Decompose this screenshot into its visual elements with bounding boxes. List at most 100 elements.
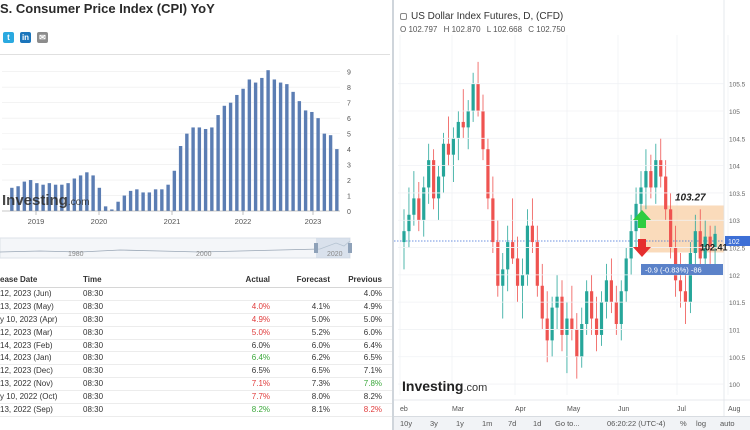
- cpi-bar[interactable]: [222, 105, 227, 211]
- candle[interactable]: [515, 236, 520, 303]
- candle[interactable]: [590, 274, 594, 335]
- candlestick-chart[interactable]: 105.5105104.5104103.5103102.5102101.5101…: [394, 0, 750, 430]
- cpi-bar[interactable]: [210, 127, 214, 211]
- cpi-bar[interactable]: [60, 184, 64, 211]
- cpi-bar[interactable]: [66, 183, 70, 211]
- range-3y-button[interactable]: 3y: [430, 419, 438, 428]
- cpi-bar[interactable]: [272, 79, 277, 211]
- cpi-bar[interactable]: [216, 115, 220, 211]
- table-row[interactable]: y 10, 2022 (Oct) 08:30 7.7% 8.0% 8.2%: [0, 391, 392, 405]
- candle[interactable]: [688, 242, 692, 314]
- candle[interactable]: [708, 225, 712, 264]
- candle[interactable]: [614, 285, 618, 335]
- goto-button[interactable]: Go to...: [555, 419, 580, 428]
- chart-navigator[interactable]: 1980 2000 2020: [0, 237, 392, 259]
- log-toggle[interactable]: log: [696, 419, 707, 428]
- table-row[interactable]: 13, 2023 (May) 08:30 4.0% 4.1% 4.9%: [0, 301, 392, 314]
- candle[interactable]: [604, 263, 609, 319]
- cpi-bar[interactable]: [278, 82, 283, 211]
- candle[interactable]: [540, 263, 544, 330]
- cpi-bar[interactable]: [91, 175, 95, 211]
- candle[interactable]: [476, 61, 480, 117]
- cpi-bar[interactable]: [10, 187, 14, 211]
- candle[interactable]: [550, 296, 554, 357]
- panel-divider[interactable]: [392, 0, 394, 430]
- twitter-share-icon[interactable]: t: [3, 32, 14, 43]
- candle[interactable]: [599, 291, 604, 346]
- candle[interactable]: [496, 220, 500, 297]
- cpi-bar[interactable]: [35, 183, 39, 211]
- candle[interactable]: [585, 280, 589, 335]
- range-10y-button[interactable]: 10y: [400, 419, 413, 428]
- candle[interactable]: [407, 187, 411, 248]
- candle[interactable]: [693, 214, 697, 270]
- candle[interactable]: [673, 225, 678, 297]
- cpi-bar[interactable]: [178, 146, 183, 211]
- cpi-bar[interactable]: [47, 183, 52, 211]
- linkedin-share-icon[interactable]: in: [20, 32, 31, 43]
- table-row[interactable]: 12, 2023 (Dec) 08:30 6.5% 6.5% 7.1%: [0, 365, 392, 379]
- range-1d-button[interactable]: 1d: [533, 419, 542, 428]
- candle[interactable]: [471, 72, 475, 122]
- candle[interactable]: [644, 149, 648, 210]
- cpi-bar[interactable]: [116, 201, 120, 211]
- candle[interactable]: [506, 225, 510, 292]
- table-row[interactable]: y 10, 2023 (Apr) 08:30 4.9% 5.0% 5.0%: [0, 314, 392, 327]
- candle[interactable]: [575, 313, 579, 379]
- cpi-bar[interactable]: [266, 70, 270, 211]
- cpi-bar[interactable]: [147, 192, 152, 211]
- table-row[interactable]: 12, 2023 (Jun) 08:30 4.0%: [0, 288, 392, 301]
- candle[interactable]: [451, 127, 455, 182]
- cpi-bar[interactable]: [128, 190, 133, 211]
- cpi-bar[interactable]: [28, 180, 33, 211]
- candle[interactable]: [609, 258, 613, 314]
- table-row[interactable]: 14, 2023 (Feb) 08:30 6.0% 6.0% 6.4%: [0, 340, 392, 353]
- candle[interactable]: [491, 176, 495, 253]
- cpi-bar[interactable]: [16, 186, 20, 211]
- cpi-bar[interactable]: [78, 175, 83, 211]
- candle[interactable]: [461, 89, 465, 139]
- cpi-bar[interactable]: [191, 127, 195, 211]
- candle[interactable]: [466, 100, 470, 150]
- cpi-bar[interactable]: [166, 184, 170, 211]
- candle[interactable]: [402, 209, 406, 270]
- cpi-bar[interactable]: [322, 133, 327, 211]
- candle[interactable]: [412, 171, 416, 226]
- cpi-bar[interactable]: [72, 178, 77, 211]
- cpi-bar[interactable]: [260, 77, 264, 211]
- candle[interactable]: [570, 285, 574, 341]
- cpi-bar[interactable]: [303, 110, 308, 211]
- cpi-bar[interactable]: [228, 102, 233, 211]
- candle[interactable]: [422, 176, 426, 237]
- cpi-bar[interactable]: [22, 181, 27, 211]
- candle[interactable]: [501, 253, 505, 319]
- cpi-bar[interactable]: [103, 206, 108, 211]
- cpi-bar[interactable]: [160, 189, 164, 211]
- cpi-bar[interactable]: [335, 149, 339, 211]
- cpi-bar[interactable]: [316, 118, 320, 211]
- candle[interactable]: [481, 94, 485, 161]
- cpi-bar[interactable]: [247, 79, 252, 211]
- candle[interactable]: [446, 116, 451, 166]
- cpi-bar[interactable]: [297, 101, 302, 211]
- email-share-icon[interactable]: ✉: [37, 32, 48, 43]
- symbol-toggle-icon[interactable]: [400, 13, 407, 20]
- range-1m-button[interactable]: 1m: [482, 419, 493, 428]
- range-7d-button[interactable]: 7d: [508, 419, 517, 428]
- cpi-bar[interactable]: [291, 91, 295, 211]
- candle[interactable]: [659, 138, 663, 188]
- cpi-bar[interactable]: [110, 209, 114, 211]
- candle[interactable]: [486, 138, 490, 210]
- candle[interactable]: [629, 214, 633, 275]
- table-row[interactable]: 12, 2023 (Mar) 08:30 5.0% 5.2% 6.0%: [0, 327, 392, 340]
- range-1y-button[interactable]: 1y: [456, 419, 464, 428]
- candle[interactable]: [565, 302, 569, 374]
- candle[interactable]: [432, 149, 436, 210]
- cpi-bar[interactable]: [310, 111, 314, 211]
- cpi-bar[interactable]: [122, 195, 127, 211]
- table-row[interactable]: 13, 2022 (Nov) 08:30 7.1% 7.3% 7.8%: [0, 378, 392, 392]
- cpi-bar[interactable]: [197, 127, 202, 211]
- cpi-bar[interactable]: [203, 128, 208, 211]
- candle[interactable]: [560, 280, 564, 352]
- candle[interactable]: [441, 132, 446, 193]
